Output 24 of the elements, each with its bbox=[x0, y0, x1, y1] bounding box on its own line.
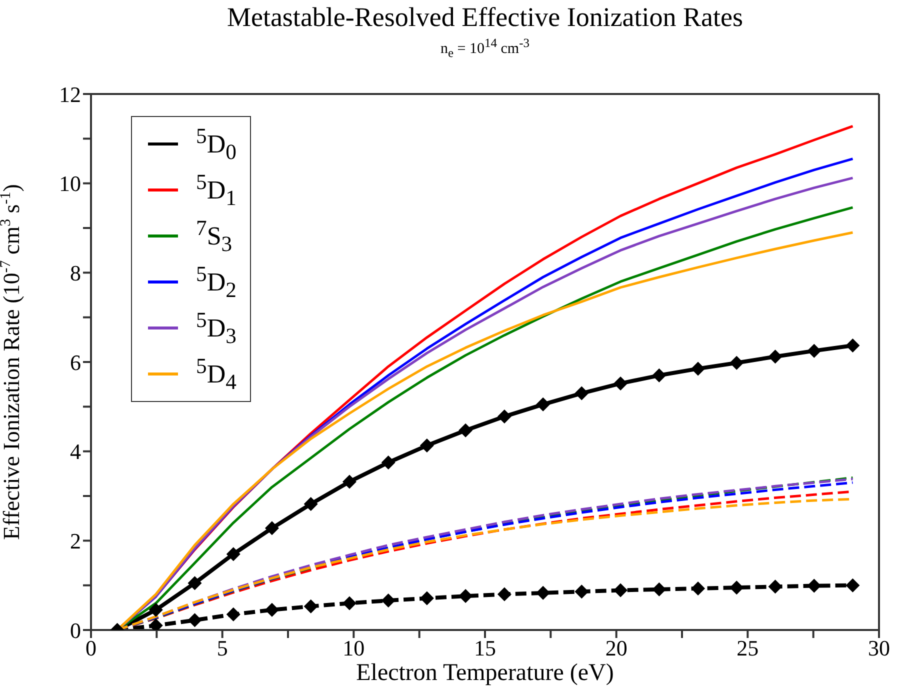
x-tick-label: 5 bbox=[216, 636, 228, 661]
legend-label: $^{5}$D$_{0}$ bbox=[196, 124, 236, 164]
y-tick-label: 0 bbox=[70, 618, 81, 643]
x-tick-label: 0 bbox=[86, 636, 96, 661]
x-tick-label: 15 bbox=[474, 636, 496, 661]
x-tick-label: 10 bbox=[342, 636, 365, 661]
legend-label: $^{5}$D$_{4}$ bbox=[196, 354, 236, 394]
y-tick-label: 10 bbox=[59, 171, 81, 196]
x-tick-label: 30 bbox=[868, 636, 890, 661]
chart-title: Metastable-Resolved Effective Ionization Rates bbox=[226, 2, 744, 33]
legend-label: $^{7}$S$_{3}$ bbox=[196, 216, 232, 256]
y-axis-title: Effective Ionization Rate (10-7 cm3 s-1) bbox=[0, 184, 24, 540]
legend-label: $^{5}$D$_{1}$ bbox=[196, 170, 236, 210]
y-tick-label: 12 bbox=[59, 82, 81, 107]
x-tick-label: 20 bbox=[605, 636, 628, 661]
legend-label: $^{5}$D$_{2}$ bbox=[196, 262, 236, 302]
chart-subtitle: n$_{e}$ = 10$^{14}$ cm$^{-3}$ bbox=[439, 36, 531, 61]
y-tick-label: 4 bbox=[70, 439, 81, 464]
y-tick-label: 6 bbox=[70, 350, 81, 375]
y-tick-label: 2 bbox=[70, 528, 81, 554]
x-tick-label: 25 bbox=[736, 636, 759, 661]
x-axis-title: Electron Temperature (eV) bbox=[356, 660, 614, 686]
legend-label: $^{5}$D$_{3}$ bbox=[196, 308, 236, 348]
y-tick-label: 8 bbox=[70, 260, 81, 286]
